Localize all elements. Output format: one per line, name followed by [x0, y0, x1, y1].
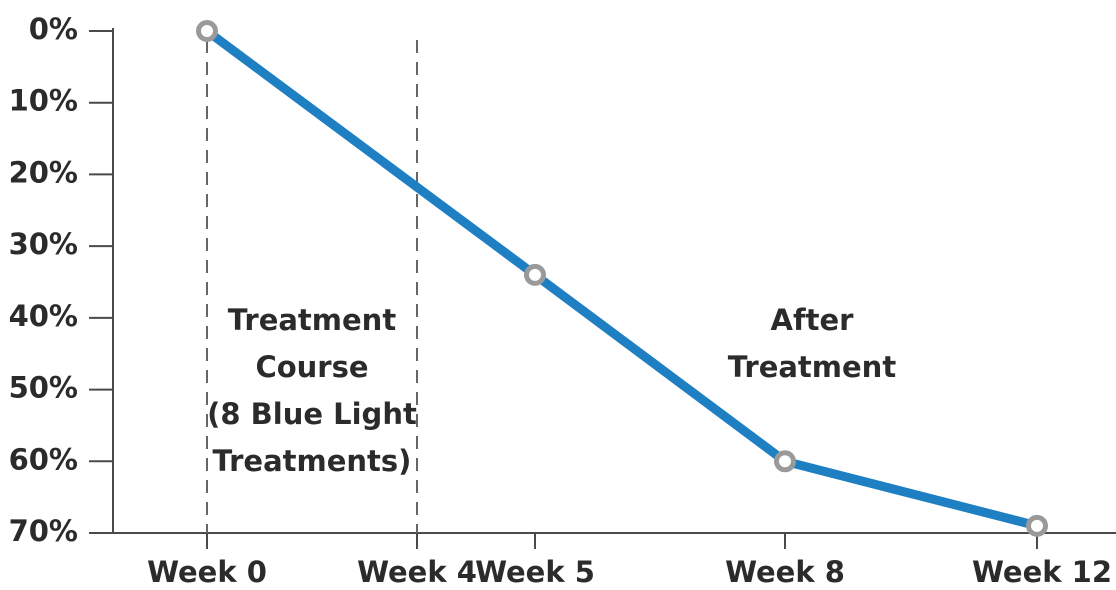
period-dividers [206, 40, 418, 533]
treatment-label-line: (8 Blue Light [207, 397, 417, 431]
treatment-label-line: Treatment [228, 303, 397, 337]
x-tick-label: Week 0 [147, 555, 267, 589]
treatment-course-label: Treatment Course (8 Blue Light Treatments) [207, 303, 417, 478]
after-label-line: After [771, 303, 855, 337]
axes [112, 28, 1116, 534]
y-tick-label: 20% [9, 155, 78, 189]
series-markers [196, 20, 1048, 537]
data-point [1026, 514, 1048, 537]
y-tick-label: 60% [9, 442, 78, 476]
data-point [524, 263, 546, 286]
after-label-line: Treatment [728, 350, 897, 384]
series-line [202, 26, 1042, 531]
x-tick-label: Week 8 [725, 555, 845, 589]
x-tick-label: Week 5 [475, 555, 595, 589]
after-treatment-label: After Treatment [728, 303, 897, 384]
x-tick-label: Week 4 [357, 555, 477, 589]
treatment-label-line: Course [255, 350, 368, 384]
data-point [196, 20, 218, 42]
data-point [774, 450, 796, 473]
treatment-label-line: Treatments) [213, 444, 412, 478]
y-tick-label: 0% [29, 12, 78, 46]
y-tick-label: 70% [9, 514, 78, 548]
x-tick-label: Week 12 [972, 555, 1112, 589]
y-tick-label: 50% [9, 371, 78, 405]
y-tick-label: 30% [9, 227, 78, 261]
y-axis-ticks: 0% 10% 20% 30% 40% 50% 60% 70% [9, 12, 113, 548]
y-tick-label: 10% [9, 84, 78, 118]
y-tick-label: 40% [9, 299, 78, 333]
series-polyline [202, 26, 1042, 531]
